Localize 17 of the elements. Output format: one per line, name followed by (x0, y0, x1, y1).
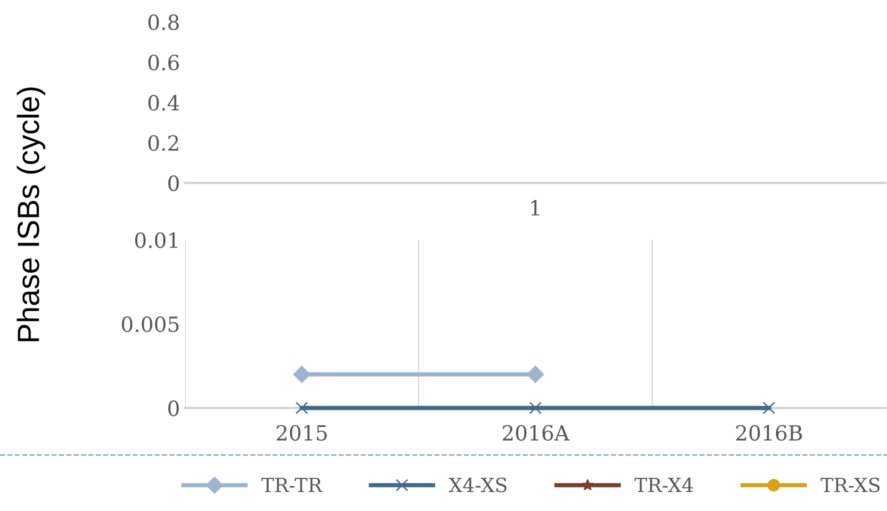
x-tick-label: 2015 (276, 425, 327, 441)
y-tick-label: 0 (168, 175, 179, 192)
x-tick-label: 2016A (502, 425, 570, 441)
legend-label: TR-TR (261, 478, 323, 492)
y-tick-label: 0 (168, 400, 179, 416)
y-tick-label: 0.8 (148, 14, 179, 30)
y-axis-title: Phase ISBs (cycle) (16, 87, 46, 342)
y-tick-label: 0.005 (122, 316, 179, 332)
x-tick-label: 2016B (736, 425, 802, 441)
legend-label: TR-XS (820, 478, 880, 492)
y-tick-label: 0.4 (148, 94, 180, 111)
y-tick-label: 0.2 (148, 135, 178, 151)
legend-label: TR-X4 (634, 478, 693, 492)
y-tick-label: 0.6 (148, 54, 179, 70)
legend-label: X4-XS (448, 478, 506, 492)
x-tick-label: 1 (531, 200, 540, 216)
y-tick-label: 0.01 (135, 232, 178, 248)
